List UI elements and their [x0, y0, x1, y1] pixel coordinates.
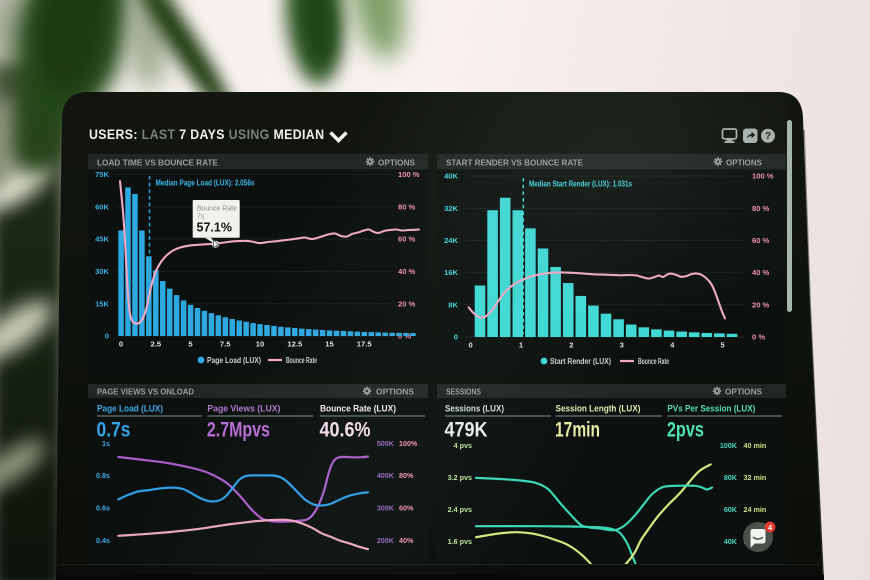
svg-text:24 min: 24 min	[744, 505, 767, 514]
svg-text:0 %: 0 %	[398, 332, 411, 341]
svg-text:45K: 45K	[95, 235, 109, 244]
svg-text:30K: 30K	[95, 267, 109, 276]
svg-text:Bounce Rate (LUX): Bounce Rate (LUX)	[320, 404, 396, 414]
svg-text:SESSIONS: SESSIONS	[446, 387, 481, 397]
svg-text:80%: 80%	[399, 471, 414, 480]
svg-text:Median Start Render (LUX): 1.0: Median Start Render (LUX): 1.031s	[529, 180, 632, 189]
svg-text:100%: 100%	[399, 439, 418, 448]
svg-text:3.2 pvs: 3.2 pvs	[448, 473, 472, 482]
svg-text:40 min: 40 min	[744, 441, 767, 450]
svg-text:?: ?	[765, 131, 771, 142]
svg-text:START RENDER VS BOUNCE RATE: START RENDER VS BOUNCE RATE	[446, 157, 583, 167]
svg-text:300K: 300K	[377, 504, 395, 513]
svg-text:40 %: 40 %	[752, 268, 770, 277]
svg-text:100 %: 100 %	[398, 170, 420, 179]
svg-text:20 %: 20 %	[752, 300, 770, 309]
svg-text:Bounce Rate: Bounce Rate	[638, 357, 669, 366]
svg-text:10: 10	[256, 340, 264, 349]
svg-text:40%: 40%	[399, 536, 414, 545]
svg-text:2pvs: 2pvs	[667, 419, 704, 442]
svg-text:20 %: 20 %	[398, 299, 416, 308]
svg-text:60%: 60%	[399, 504, 414, 513]
svg-text:17min: 17min	[555, 419, 600, 442]
svg-text:479K: 479K	[445, 419, 488, 442]
svg-text:100 %: 100 %	[752, 172, 774, 181]
svg-text:Page Load (LUX): Page Load (LUX)	[97, 404, 163, 414]
svg-text:PVs Per Session (LUX): PVs Per Session (LUX)	[667, 404, 755, 414]
svg-text:7.5: 7.5	[220, 340, 231, 349]
svg-text:1.6 pvs: 1.6 pvs	[448, 537, 472, 546]
svg-text:12.5: 12.5	[287, 340, 303, 349]
svg-text:Sessions (LUX): Sessions (LUX)	[445, 404, 504, 414]
svg-text:Median Page Load (LUX): 2.056s: Median Page Load (LUX): 2.056s	[156, 179, 255, 188]
svg-text:60 %: 60 %	[752, 236, 770, 245]
svg-text:17.5: 17.5	[357, 340, 373, 349]
svg-text:0.7s: 0.7s	[97, 419, 131, 442]
svg-text:5: 5	[720, 341, 725, 350]
svg-text:80K: 80K	[724, 473, 738, 482]
svg-text:2.7Mpvs: 2.7Mpvs	[207, 419, 270, 442]
svg-text:32 min: 32 min	[744, 473, 767, 482]
svg-text:32K: 32K	[444, 204, 458, 213]
svg-text:100K: 100K	[720, 441, 738, 450]
svg-text:40K: 40K	[724, 537, 738, 546]
svg-text:Bounce Rate: Bounce Rate	[286, 356, 317, 365]
svg-text:4 pvs: 4 pvs	[454, 441, 472, 450]
svg-text:0: 0	[468, 341, 472, 350]
svg-text:0.8s: 0.8s	[96, 471, 110, 480]
svg-text:57.1%: 57.1%	[197, 221, 232, 235]
svg-text:60K: 60K	[724, 505, 738, 514]
svg-text:OPTIONS: OPTIONS	[725, 387, 762, 397]
svg-text:Page Load (LUX): Page Load (LUX)	[207, 356, 261, 365]
svg-text:5: 5	[188, 340, 193, 349]
svg-text:40.6%: 40.6%	[320, 419, 371, 442]
svg-text:2.4 pvs: 2.4 pvs	[448, 505, 472, 514]
svg-text:1: 1	[519, 341, 524, 350]
svg-text:0 %: 0 %	[752, 333, 765, 342]
svg-text:0: 0	[454, 333, 458, 342]
svg-text:24K: 24K	[444, 236, 458, 245]
svg-text:500K: 500K	[377, 439, 395, 448]
svg-text:16K: 16K	[444, 268, 458, 277]
svg-text:200K: 200K	[377, 536, 395, 545]
svg-text:0.6s: 0.6s	[96, 504, 110, 513]
svg-text:2.5: 2.5	[151, 340, 162, 349]
svg-text:2: 2	[569, 341, 573, 350]
svg-text:0: 0	[105, 332, 109, 341]
svg-text:3: 3	[620, 341, 624, 350]
svg-text:60 %: 60 %	[398, 235, 416, 244]
svg-text:0: 0	[119, 340, 123, 349]
svg-text:15K: 15K	[95, 299, 109, 308]
svg-text:LOAD TIME VS BOUNCE RATE: LOAD TIME VS BOUNCE RATE	[97, 157, 218, 167]
svg-text:4: 4	[768, 523, 773, 532]
svg-text:40 %: 40 %	[398, 267, 416, 276]
svg-text:Bounce Rate: Bounce Rate	[197, 206, 237, 213]
svg-text:Page Views (LUX): Page Views (LUX)	[207, 404, 280, 414]
svg-text:7s: 7s	[197, 214, 205, 221]
svg-text:60K: 60K	[95, 202, 109, 211]
svg-text:80 %: 80 %	[398, 202, 416, 211]
svg-text:OPTIONS: OPTIONS	[726, 157, 762, 167]
svg-text:8K: 8K	[448, 300, 458, 309]
svg-text:40K: 40K	[444, 172, 458, 181]
svg-text:PAGE VIEWS VS ONLOAD: PAGE VIEWS VS ONLOAD	[97, 387, 194, 397]
svg-text:4: 4	[670, 341, 675, 350]
svg-text:15: 15	[325, 340, 334, 349]
svg-text:1s: 1s	[102, 439, 110, 448]
svg-text:75K: 75K	[95, 170, 109, 179]
svg-text:OPTIONS: OPTIONS	[378, 157, 415, 167]
svg-text:0.4s: 0.4s	[96, 536, 110, 545]
svg-text:80 %: 80 %	[752, 204, 770, 213]
svg-text:Session Length (LUX): Session Length (LUX)	[556, 404, 641, 414]
svg-text:400K: 400K	[377, 471, 395, 480]
svg-text:OPTIONS: OPTIONS	[376, 387, 414, 397]
svg-text:Start Render (LUX): Start Render (LUX)	[550, 357, 611, 366]
